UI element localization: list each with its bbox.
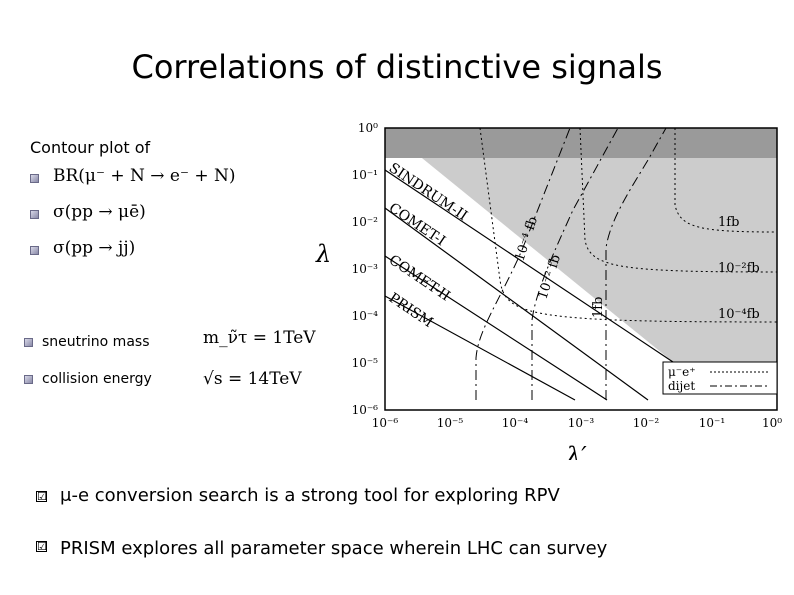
checkbox-icon: ☑ (36, 490, 47, 503)
observable-sigma-jj: σ(pp → jj) (53, 238, 136, 258)
y-tick-label: 10⁻³ (352, 262, 379, 276)
y-tick-label: 10⁻⁵ (352, 356, 379, 370)
x-tick-label: 10⁻³ (568, 416, 595, 430)
label-dijet-1e-4: 10⁻⁴fb (718, 307, 760, 322)
label-emu-1fb: 1fb (591, 297, 606, 318)
excluded-region (385, 128, 777, 362)
legend-dijet-label: dijet (668, 379, 695, 393)
prism-line (384, 295, 576, 401)
dijet-contour-1e-2 (579, 127, 778, 273)
param-collision-energy-value: √s = 14TeV (203, 369, 302, 389)
y-tick-label: 10⁻¹ (352, 168, 378, 182)
bullet-icon (24, 338, 33, 347)
x-tick-label: 10⁻⁵ (437, 416, 464, 430)
y-tick-label: 10⁰ (358, 121, 378, 135)
y-tick-label: 10⁻² (352, 215, 379, 229)
x-tick-label: 10⁻⁶ (372, 416, 399, 430)
param-sneutrino-mass: sneutrino mass (42, 334, 150, 350)
param-collision-energy: collision energy (42, 371, 152, 387)
observable-sigma-mue: σ(pp → μē) (53, 202, 146, 222)
y-tick-label: 10⁻⁶ (352, 403, 379, 417)
emu-contour-1e-2 (531, 127, 619, 400)
label-dijet-1e-2: 10⁻²fb (718, 261, 760, 276)
y-axis-label: λ (315, 240, 331, 268)
contour-label: Contour plot of (30, 138, 151, 157)
conclusion-1: μ-e conversion search is a strong tool f… (60, 485, 560, 506)
legend-emu-label: μ⁻e⁺ (668, 365, 696, 379)
dijet-contour-1e-4 (479, 127, 778, 323)
bullet-icon (30, 210, 39, 219)
slide-title: Correlations of distinctive signals (131, 48, 663, 86)
x-tick-label: 10⁰ (762, 416, 782, 430)
comet-i-line (384, 207, 649, 401)
emu-contour-1e-4 (475, 127, 571, 400)
bullet-icon (24, 375, 33, 384)
bullet-icon (30, 246, 39, 255)
checkbox-icon: ☑ (36, 540, 47, 553)
param-sneutrino-mass-value: m_ν̃τ = 1TeV (203, 328, 316, 348)
comet-ii-line (384, 255, 608, 401)
contour-plot: SINDRUM-II COMET-I COMET-II PRISM 10⁻⁴ f… (315, 121, 782, 460)
legend-box (662, 361, 778, 395)
x-tick-label: 10⁻² (633, 416, 660, 430)
plot-frame (384, 127, 778, 411)
bullet-icon (30, 174, 39, 183)
x-axis-label: λ′ (565, 442, 587, 460)
observable-br: BR(μ⁻ + N → e⁻ + N) (53, 166, 236, 186)
x-tick-label: 10⁻⁴ (502, 416, 529, 430)
label-dijet-1fb: 1fb (718, 215, 739, 230)
conclusion-2: PRISM explores all parameter space where… (60, 538, 608, 559)
sindrum-ii-line (384, 169, 674, 363)
x-tick-label: 10⁻¹ (699, 416, 725, 430)
y-tick-label: 10⁻⁴ (352, 309, 379, 323)
emu-contour-1fb (605, 127, 667, 400)
